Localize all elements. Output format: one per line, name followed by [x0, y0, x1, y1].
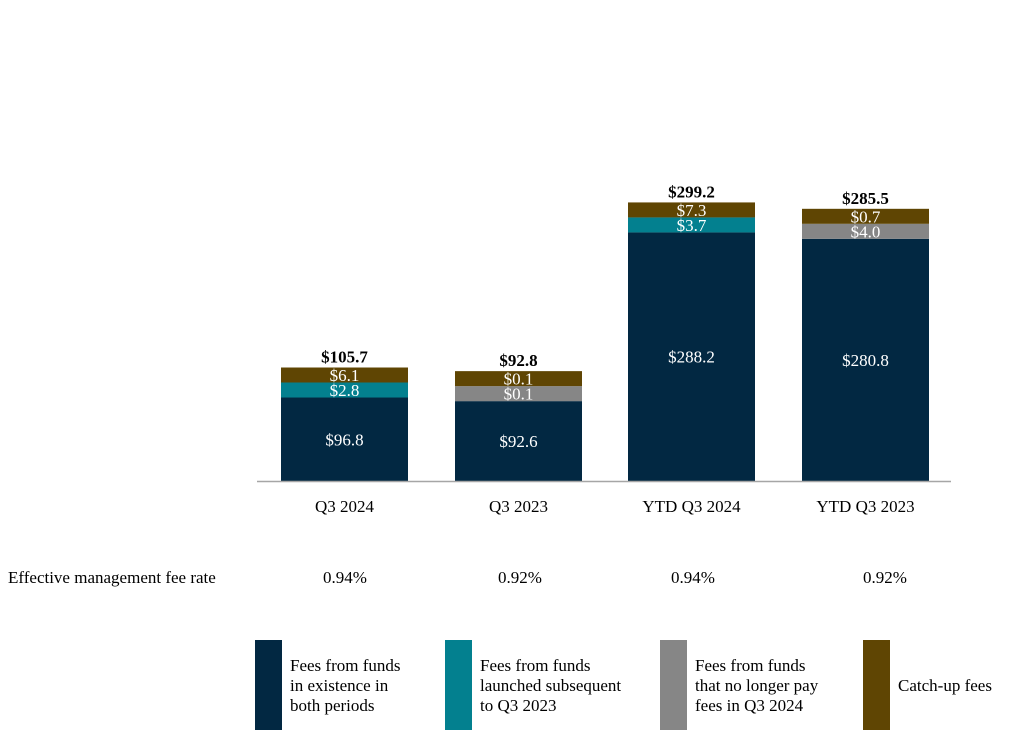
legend-item-no-longer-pay: Fees from funds that no longer pay fees …	[660, 640, 855, 730]
legend-line: Fees from funds	[290, 656, 401, 675]
x-tick-label: Q3 2024	[315, 497, 375, 516]
x-tick-label: YTD Q3 2023	[816, 497, 914, 516]
bar-total-label: $299.2	[668, 182, 715, 201]
legend-line: both periods	[290, 696, 375, 715]
legend-swatch	[863, 640, 890, 730]
segment-value-label: $288.2	[668, 348, 715, 367]
segment-value-label: $6.1	[330, 366, 360, 385]
legend-line: fees in Q3 2024	[695, 696, 804, 715]
bar-segment-4	[802, 208, 929, 224]
stacked-bar-chart: $96.8$2.8$6.1$105.7Q3 2024$92.6$0.1$0.1$…	[257, 182, 951, 516]
legend-swatch	[445, 640, 472, 730]
segment-value-label: $4.0	[851, 222, 881, 241]
bar-segment-2	[628, 217, 755, 233]
fee-rate-row: Effective management fee rate 0.94% 0.92…	[0, 568, 1030, 594]
bar-total-label: $285.5	[842, 189, 889, 208]
bar-segment-1	[802, 238, 929, 481]
fee-rate-ytd-q3-2023: 0.92%	[863, 568, 907, 587]
bar-segment-1	[455, 401, 582, 481]
segment-value-label: $3.7	[677, 216, 707, 235]
x-tick-label: Q3 2023	[489, 497, 548, 516]
bar-segment-1	[628, 232, 755, 481]
x-tick-label: YTD Q3 2024	[642, 497, 741, 516]
segment-value-label: $92.6	[499, 432, 537, 451]
segment-value-label: $280.8	[842, 351, 889, 370]
bar-segment-4	[455, 371, 582, 387]
bar-segment-4	[628, 202, 755, 218]
legend-item-launched-funds: Fees from funds launched subsequent to Q…	[445, 640, 655, 730]
bar-segment-1	[281, 397, 408, 481]
fee-rate-q3-2024: 0.94%	[323, 568, 367, 587]
segment-value-label: $0.1	[504, 385, 534, 404]
segment-value-label: $7.3	[677, 201, 707, 220]
fee-rate-q3-2023: 0.92%	[498, 568, 542, 587]
legend-item-existing-funds: Fees from funds in existence in both per…	[255, 640, 435, 730]
chart-legend: Fees from funds in existence in both per…	[0, 640, 1030, 735]
legend-line: Fees from funds	[480, 656, 591, 675]
legend-line: Fees from funds	[695, 656, 806, 675]
legend-swatch	[255, 640, 282, 730]
segment-value-label: $2.8	[330, 381, 360, 400]
legend-line: launched subsequent	[480, 676, 622, 695]
bar-segment-3	[802, 223, 929, 239]
fee-rate-label: Effective management fee rate	[8, 568, 216, 587]
legend-line: to Q3 2023	[480, 696, 557, 715]
segment-value-label: $0.7	[851, 207, 881, 226]
legend-line: that no longer pay	[695, 676, 819, 695]
legend-line: Catch-up fees	[898, 676, 992, 695]
legend-item-catch-up-fees: Catch-up fees	[863, 640, 1023, 730]
bar-total-label: $92.8	[499, 351, 537, 370]
bar-segment-2	[281, 382, 408, 398]
bar-segment-4	[281, 367, 408, 383]
fee-rate-ytd-q3-2024: 0.94%	[671, 568, 715, 587]
bar-segment-3	[455, 386, 582, 402]
segment-value-label: $0.1	[504, 370, 534, 389]
bar-total-label: $105.7	[321, 348, 368, 367]
segment-value-label: $96.8	[325, 430, 363, 449]
legend-line: in existence in	[290, 676, 389, 695]
legend-swatch	[660, 640, 687, 730]
